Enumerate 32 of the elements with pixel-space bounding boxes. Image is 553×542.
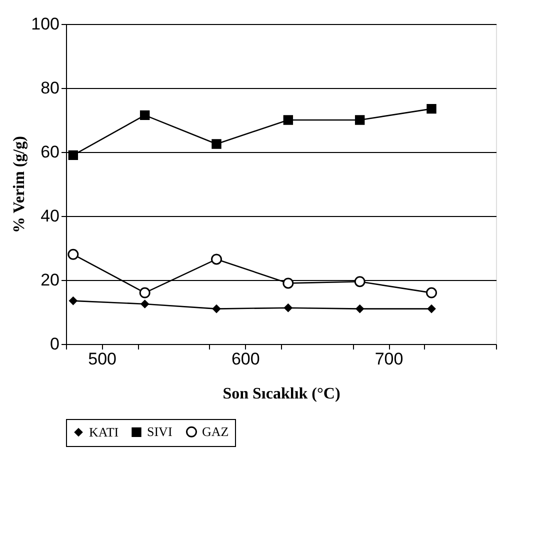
legend-label: GAZ bbox=[202, 424, 229, 439]
point bbox=[284, 304, 292, 312]
y-tick-label: 60 bbox=[40, 142, 60, 162]
legend-label: SIVI bbox=[147, 424, 172, 440]
point bbox=[139, 287, 150, 298]
x-tick-label: 600 bbox=[231, 350, 260, 368]
point bbox=[354, 115, 365, 125]
point bbox=[140, 300, 149, 308]
y-axis-title: % Verim (g/g) bbox=[11, 136, 28, 233]
y-tick-label: 20 bbox=[40, 270, 60, 290]
point bbox=[356, 304, 364, 313]
point bbox=[212, 304, 221, 313]
point bbox=[426, 104, 436, 114]
y-tick-label: 0 bbox=[50, 334, 60, 354]
y-tick-label: 80 bbox=[40, 78, 60, 98]
legend-label: KATI bbox=[89, 424, 119, 440]
point bbox=[354, 276, 366, 288]
point bbox=[211, 254, 222, 265]
point bbox=[68, 248, 79, 260]
x-axis-title: Son Sıcaklık (°C) bbox=[222, 386, 340, 402]
point bbox=[140, 110, 150, 120]
y-tick-label: 100 bbox=[31, 14, 60, 34]
x-tick-label: 700 bbox=[374, 350, 404, 368]
point bbox=[212, 139, 222, 149]
point bbox=[426, 287, 437, 298]
point bbox=[69, 296, 78, 305]
point bbox=[282, 278, 294, 289]
point bbox=[68, 150, 78, 160]
point bbox=[427, 304, 436, 313]
x-tick-label: 500 bbox=[88, 350, 117, 368]
y-tick-label: 40 bbox=[40, 206, 60, 226]
point bbox=[283, 115, 294, 125]
